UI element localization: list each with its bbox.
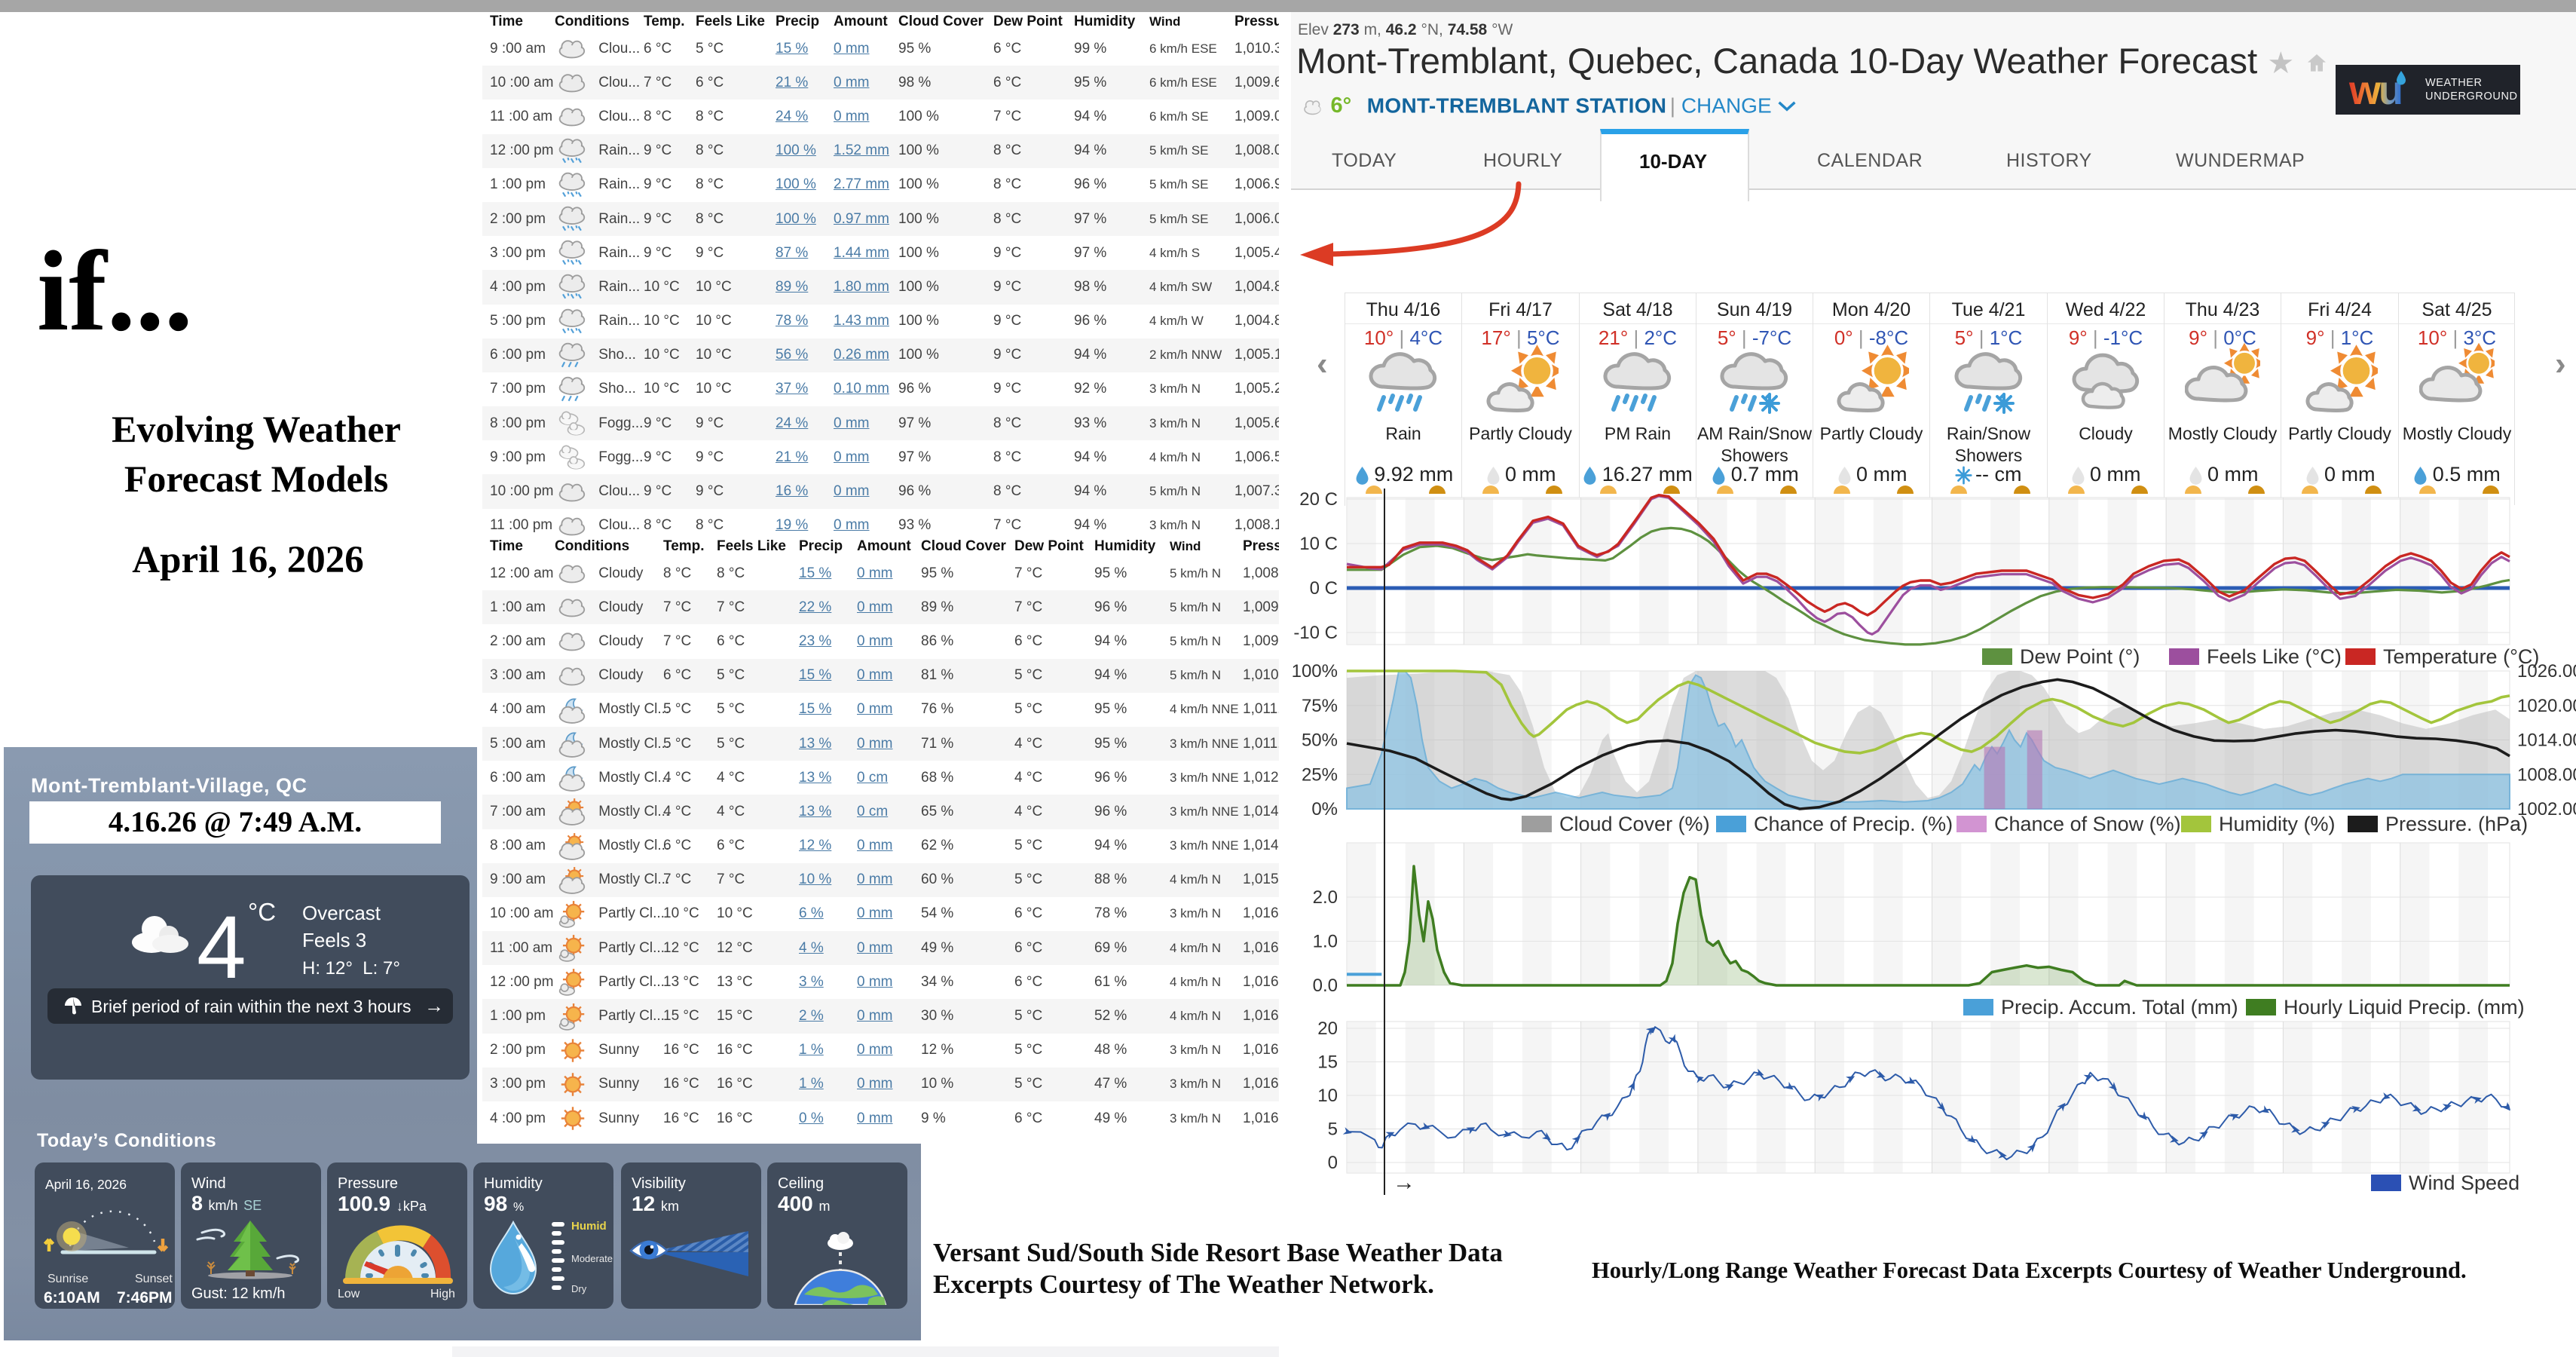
svg-text:Feels Like (°C): Feels Like (°C) [2207, 645, 2342, 668]
svg-text:1020.00: 1020.00 [2517, 696, 2576, 716]
svg-text:1014.00: 1014.00 [2517, 731, 2576, 751]
svg-text:1026.00: 1026.00 [2517, 661, 2576, 682]
svg-text:1008.00: 1008.00 [2517, 764, 2576, 785]
svg-text:Pressure. (hPa): Pressure. (hPa) [2385, 813, 2528, 835]
svg-text:10: 10 [1317, 1086, 1338, 1106]
svg-text:20: 20 [1317, 1019, 1338, 1039]
svg-text:Chance of Precip. (%): Chance of Precip. (%) [1754, 813, 1953, 835]
svg-text:Chance of Snow (%): Chance of Snow (%) [1994, 813, 2181, 835]
svg-text:Hourly Liquid Precip. (mm): Hourly Liquid Precip. (mm) [2284, 996, 2525, 1019]
svg-text:0.0: 0.0 [1313, 976, 1338, 996]
svg-text:Moderate: Moderate [571, 1253, 613, 1264]
svg-text:→: → [1393, 1170, 1415, 1195]
svg-text:Wind Speed: Wind Speed [2409, 1172, 2519, 1194]
svg-text:Cloud Cover (%): Cloud Cover (%) [1559, 813, 1710, 835]
svg-text:100%: 100% [1292, 661, 1338, 682]
svg-text:Precip. Accum. Total (mm): Precip. Accum. Total (mm) [2001, 996, 2238, 1019]
svg-text:1002.00: 1002.00 [2517, 799, 2576, 819]
svg-text:Dry: Dry [571, 1283, 587, 1294]
svg-text:Dew Point (°): Dew Point (°) [2020, 645, 2140, 668]
svg-text:2.0: 2.0 [1313, 887, 1338, 908]
svg-text:15: 15 [1317, 1052, 1338, 1073]
svg-text:0: 0 [1328, 1153, 1338, 1173]
svg-text:-10 C: -10 C [1293, 623, 1338, 643]
svg-text:10 C: 10 C [1299, 534, 1338, 554]
svg-text:1.0: 1.0 [1313, 932, 1338, 952]
svg-text:wu: wu [2348, 68, 2401, 112]
svg-text:0 C: 0 C [1310, 578, 1338, 599]
svg-text:Humid: Humid [571, 1221, 607, 1233]
svg-text:20 C: 20 C [1299, 489, 1338, 510]
svg-text:0%: 0% [1311, 799, 1338, 819]
svg-text:Temperature (°C): Temperature (°C) [2383, 645, 2539, 668]
svg-text:25%: 25% [1302, 764, 1338, 785]
svg-text:5: 5 [1328, 1120, 1338, 1140]
svg-text:50%: 50% [1302, 731, 1338, 751]
svg-text:Humidity (%): Humidity (%) [2219, 813, 2336, 835]
svg-text:75%: 75% [1302, 696, 1338, 716]
